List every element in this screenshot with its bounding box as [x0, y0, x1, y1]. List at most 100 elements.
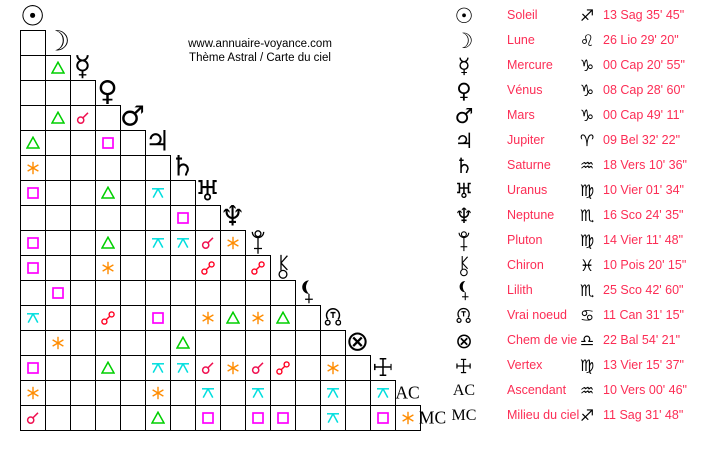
milieu-du-ciel-glyph: MC — [418, 406, 447, 427]
conjunction-aspect-icon — [251, 361, 265, 375]
sextile-aspect-icon — [26, 161, 40, 175]
grid-cell-vénus-mercure — [70, 80, 96, 106]
quincunx-aspect-icon — [176, 236, 190, 250]
square-aspect-icon — [26, 361, 40, 375]
zodiac-sign-icon: ♈ — [579, 131, 595, 150]
trine-aspect-icon — [176, 336, 190, 350]
opposition-aspect-icon — [251, 261, 265, 275]
quincunx-aspect-icon — [26, 311, 40, 325]
vénus-glyph: ♀ — [97, 74, 118, 108]
square-aspect-icon — [26, 186, 40, 200]
grid-cell-vrai-noeud-saturne — [170, 305, 196, 331]
planet-position: 10 Pois 20' 15" — [603, 258, 687, 272]
sextile-aspect-icon — [251, 311, 265, 325]
saturne-glyph: ♄ — [169, 149, 196, 183]
grid-cell-chem-de-vie-lune — [45, 330, 71, 356]
opposition-aspect-icon — [276, 361, 290, 375]
zodiac-sign-icon: ♌ — [579, 31, 595, 50]
planet-name: Uranus — [507, 183, 548, 197]
grid-cell-chem-de-vie-saturne — [170, 330, 196, 356]
site-url: www.annuaire-voyance.com — [188, 38, 332, 50]
grid-cell-vénus-lune — [45, 80, 71, 106]
grid-cell-vertex-saturne — [170, 355, 196, 381]
zodiac-sign-icon: ♐ — [579, 406, 595, 425]
sextile-aspect-icon — [26, 386, 40, 400]
lilith-glyph — [300, 279, 315, 304]
planet-name: Vénus — [507, 83, 543, 97]
planet-position: 25 Sco 42' 60" — [603, 283, 684, 297]
uranus-symbol: ♅ — [454, 178, 474, 203]
grid-cell-mars-mercure — [70, 105, 96, 131]
grid-cell-lilith-soleil — [20, 280, 46, 306]
legend-row-pluton: Pluton ♍ 14 Vier 11' 48" — [0, 228, 705, 253]
grid-cell-chiron-pluton — [245, 255, 271, 281]
grid-cell-milieu-du-ciel-mercure — [70, 405, 96, 431]
planet-position: 18 Vers 10' 36" — [603, 158, 687, 172]
planet-name: Mercure — [507, 58, 553, 72]
square-aspect-icon — [201, 411, 215, 425]
opposition-aspect-icon — [101, 311, 115, 325]
planet-name: Soleil — [507, 8, 538, 22]
legend-row-jupiter: ♃ Jupiter ♈ 09 Bel 32' 22" — [0, 128, 705, 153]
zodiac-sign-icon: ♏ — [579, 206, 595, 225]
conjunction-aspect-icon — [201, 361, 215, 375]
mercure-symbol: ☿ — [457, 53, 471, 78]
vénus-symbol: ♀ — [456, 78, 472, 103]
lune-symbol: ☽ — [454, 28, 474, 53]
square-aspect-icon — [51, 286, 65, 300]
chiron-symbol — [448, 253, 480, 278]
grid-cell-ascendant-saturne — [170, 380, 196, 406]
grid-cell-chiron-mercure — [70, 255, 96, 281]
neptune-symbol: ♆ — [454, 203, 474, 228]
quincunx-aspect-icon — [176, 361, 190, 375]
planet-position: 09 Bel 32' 22" — [603, 133, 681, 147]
trine-aspect-icon — [51, 61, 65, 75]
planet-position: 13 Vier 15' 37" — [603, 358, 684, 372]
vrai-noeud-symbol — [448, 303, 480, 328]
grid-cell-ascendant-chem-de-vie — [345, 380, 371, 406]
square-aspect-icon — [26, 236, 40, 250]
planet-name: Neptune — [507, 208, 555, 222]
legend-row-chem-de-vie: ⊗ Chem de vie ♎ 22 Bal 54' 21" — [0, 328, 705, 353]
zodiac-sign-icon: ♍ — [579, 231, 595, 250]
neptune-glyph: ♆ — [219, 199, 246, 233]
grid-cell-milieu-du-ciel-mars — [120, 405, 146, 431]
saturne-symbol: ♄ — [454, 153, 474, 178]
square-aspect-icon — [26, 261, 40, 275]
chem-de-vie-symbol: ⊗ — [455, 328, 473, 353]
milieu-du-ciel-symbol: MC — [451, 406, 477, 424]
legend-row-milieu-du-ciel: MC Milieu du ciel ♐ 11 Sag 31' 48" — [0, 403, 705, 428]
sextile-aspect-icon — [51, 336, 65, 350]
legend-row-soleil: ☉ Soleil ♐ 13 Sag 35' 45" — [0, 3, 705, 28]
grid-cell-saturne-vénus — [95, 155, 121, 181]
chart-header: www.annuaire-voyance.com Thème Astral / … — [150, 37, 370, 65]
grid-cell-vertex-pluton — [245, 355, 271, 381]
grid-cell-vrai-noeud-mars — [120, 305, 146, 331]
grid-cell-ascendant-vrai-noeud — [320, 380, 346, 406]
planet-name: Ascendant — [507, 383, 567, 397]
pluton-symbol — [448, 228, 480, 253]
lilith-symbol — [448, 278, 480, 303]
quincunx-aspect-icon — [151, 361, 165, 375]
square-aspect-icon — [376, 411, 390, 425]
opposition-aspect-icon — [201, 261, 215, 275]
trine-aspect-icon — [101, 236, 115, 250]
trine-aspect-icon — [226, 311, 240, 325]
sextile-aspect-icon — [326, 361, 340, 375]
zodiac-sign-icon: ♑ — [579, 81, 595, 100]
trine-aspect-icon — [51, 111, 65, 125]
legend-row-lune: ☽ Lune ♌ 26 Lio 29' 20" — [0, 28, 705, 53]
grid-cell-milieu-du-ciel-vrai-noeud — [320, 405, 346, 431]
planet-name: Saturne — [507, 158, 551, 172]
planet-position: 26 Lio 29' 20" — [603, 33, 679, 47]
soleil-symbol: ☉ — [454, 3, 474, 28]
zodiac-sign-icon: ♒ — [579, 381, 595, 400]
legend-row-neptune: ♆ Neptune ♏ 16 Sco 24' 35" — [0, 203, 705, 228]
grid-cell-lilith-saturne — [170, 280, 196, 306]
grid-cell-chem-de-vie-neptune — [220, 330, 246, 356]
conjunction-aspect-icon — [76, 111, 90, 125]
quincunx-aspect-icon — [376, 386, 390, 400]
conjunction-aspect-icon — [26, 411, 40, 425]
uranus-glyph: ♅ — [194, 174, 221, 208]
